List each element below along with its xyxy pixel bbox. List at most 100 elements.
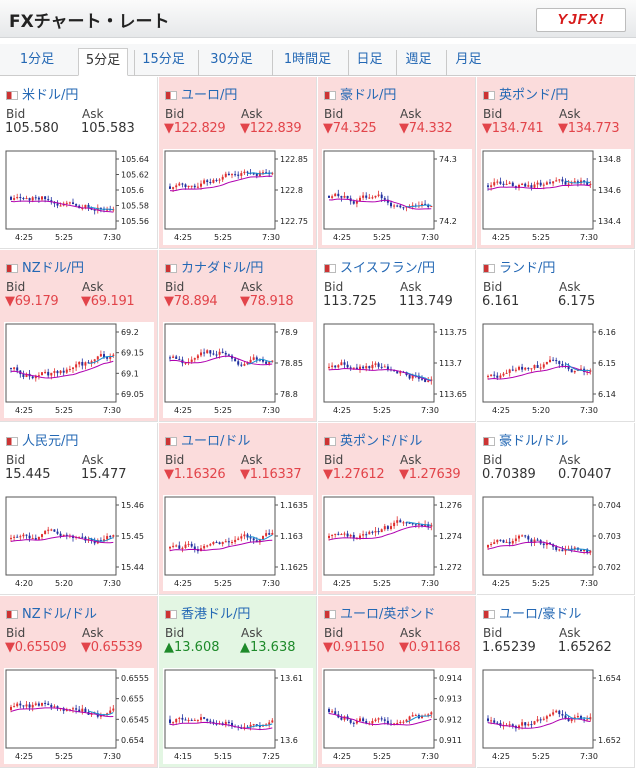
pair-link[interactable]: 英ポンド/円 (483, 84, 568, 103)
rate-card[interactable]: ユーロ/英ポンド Bid Ask ▼0.91150 ▼0.91168 0.914 0.913… (318, 596, 476, 768)
plot-frame (482, 496, 594, 576)
mini-chart[interactable]: 15.46 15.45 15.44 4:20 5:20 7:30 (4, 495, 154, 591)
mini-chart[interactable]: 74.3 74.2 4:25 5:25 7:30 (322, 149, 472, 245)
mini-chart[interactable]: 134.8 134.6 134.4 4:25 5:25 7:30 (481, 149, 631, 245)
candle (90, 539, 93, 541)
candle (246, 534, 249, 538)
rate-card[interactable]: 豪ドル/円 Bid Ask ▼74.325 ▼74.332 74.3 74.2 4:25 5:2… (318, 77, 476, 249)
pair-link[interactable]: NZドル/円 (6, 257, 84, 276)
rate-card[interactable]: NZドル/円 Bid Ask ▼69.179 ▼69.191 69.2 69.15 69.1 6… (0, 250, 158, 422)
pair-link[interactable]: 香港ドル/円 (165, 603, 250, 622)
candle (81, 208, 84, 210)
mini-chart[interactable]: 113.75 113.7 113.65 4:25 5:25 7:30 (322, 322, 472, 418)
bid-trend-icon: ▼ (5, 294, 15, 309)
pair-link[interactable]: 米ドル/円 (6, 84, 78, 103)
candle (37, 536, 40, 540)
pair-link[interactable]: ユーロ/円 (165, 84, 237, 103)
chart-svg: 69.2 69.15 69.1 69.05 4:25 5:25 7:30 (4, 322, 154, 418)
pair-link[interactable]: ユーロ/豪ドル (483, 603, 581, 622)
rate-card[interactable]: 英ポンド/ドル Bid Ask ▼1.27612 ▼1.27639 1.276 1.274 1… (318, 423, 476, 595)
pair-link[interactable]: ユーロ/ドル (165, 430, 250, 449)
candle (224, 352, 227, 355)
y-tick-label: 105.64 (121, 155, 149, 164)
mini-chart[interactable]: 13.61 13.6 4:15 5:15 7:25 (163, 668, 313, 764)
tab-6[interactable]: 週足 (396, 50, 440, 76)
candle (424, 524, 427, 527)
mini-chart[interactable]: 1.276 1.274 1.272 4:25 5:25 7:30 (322, 495, 472, 591)
tab-0[interactable]: 1分足 (19, 52, 55, 67)
yjfx-logo[interactable]: YJFX! (536, 8, 626, 32)
tab-4[interactable]: 1時間足 (272, 50, 342, 76)
tab-5[interactable]: 日足 (348, 50, 390, 76)
candle (184, 544, 187, 548)
pair-link[interactable]: ユーロ/英ポンド (324, 603, 435, 622)
rate-card[interactable]: 豪ドル/ドル Bid Ask 0.70389 0.70407 0.704 0.703 0.70… (477, 423, 635, 595)
pair-link[interactable]: 英ポンド/ドル (324, 430, 422, 449)
x-tick-label: 4:25 (333, 233, 351, 242)
rate-card[interactable]: ユーロ/豪ドル Bid Ask 1.65239 1.65262 1.654 1.652 4:2… (477, 596, 635, 768)
y-tick-label: 0.703 (598, 532, 621, 541)
candle (41, 702, 43, 706)
pair-link[interactable]: スイスフラン/円 (324, 257, 435, 276)
tab-3[interactable]: 30分足 (198, 50, 264, 76)
bid-value: 1.65239 (482, 640, 536, 655)
tab-2[interactable]: 15分足 (134, 50, 192, 76)
ask-trend-icon: ▼ (399, 467, 409, 482)
rate-card[interactable]: 人民元/円 Bid Ask 15.445 15.477 15.46 15.45 15.44 4:… (0, 423, 158, 595)
candle (427, 380, 430, 382)
mini-chart[interactable]: 0.704 0.703 0.702 4:25 5:25 7:30 (481, 495, 631, 591)
rate-card[interactable]: 香港ドル/円 Bid Ask ▲13.608 ▲13.638 13.61 13.6 4:15 5… (159, 596, 317, 768)
mini-chart[interactable]: 78.9 78.85 78.8 4:25 5:25 7:30 (163, 322, 313, 418)
candle (421, 378, 423, 380)
candle (252, 357, 255, 360)
rate-card[interactable]: スイスフラン/円 Bid Ask 113.725 113.749 113.75 113.7 1… (318, 250, 476, 422)
candle (570, 548, 573, 550)
mini-chart[interactable]: 0.6555 0.655 0.6545 0.654 4:25 5:25 7:30 (4, 668, 154, 764)
mini-chart[interactable]: 69.2 69.15 69.1 69.05 4:25 5:25 7:30 (4, 322, 154, 418)
rate-card[interactable]: 英ポンド/円 Bid Ask ▼134.741 ▼134.773 134.8 134.6 13… (477, 77, 635, 249)
pair-link[interactable]: 豪ドル/円 (324, 84, 396, 103)
mini-chart[interactable]: 0.914 0.913 0.912 0.911 4:25 5:25 7:30 (322, 668, 472, 764)
mini-chart[interactable]: 105.64 105.62 105.6 105.58 105.56 4:25 5:25 7:3… (4, 149, 154, 245)
pair-link[interactable]: NZドル/ドル (6, 603, 97, 622)
candle (246, 362, 249, 365)
candle (359, 197, 361, 201)
rate-card[interactable]: ランド/円 Bid Ask 6.161 6.175 6.16 6.15 6.14 4:25 5:2… (477, 250, 635, 422)
pair-link[interactable]: 人民元/円 (6, 430, 78, 449)
rate-card[interactable]: ユーロ/円 Bid Ask ▼122.829 ▼122.839 122.85 122.8 12… (159, 77, 317, 249)
tab-1[interactable]: 5分足 (78, 48, 128, 76)
moving-average-line (328, 525, 432, 541)
pair-name: ユーロ/円 (181, 88, 238, 103)
chart-svg: 105.64 105.62 105.6 105.58 105.56 4:25 5:25 7:3… (4, 149, 154, 245)
mini-chart[interactable]: 122.85 122.8 122.75 4:25 5:25 7:30 (163, 149, 313, 245)
rate-card[interactable]: 米ドル/円 Bid Ask 105.580 105.583 105.64 105.62 105… (0, 77, 158, 249)
candle (586, 719, 589, 721)
pair-link[interactable]: 豪ドル/ドル (483, 430, 568, 449)
pair-link[interactable]: カナダドル/円 (165, 257, 263, 276)
rate-card[interactable]: ユーロ/ドル Bid Ask ▼1.16326 ▼1.16337 1.1635 1.163 1… (159, 423, 317, 595)
x-tick-label: 7:30 (103, 406, 121, 415)
x-tick-label: 4:25 (492, 233, 510, 242)
moving-average-line-short (247, 172, 273, 175)
mini-chart[interactable]: 1.654 1.652 4:25 5:25 7:30 (481, 668, 631, 764)
candle (59, 370, 62, 374)
rate-card[interactable]: カナダドル/円 Bid Ask ▼78.894 ▼78.918 78.9 78.85 78.8… (159, 250, 317, 422)
flag-icon (6, 264, 18, 273)
candle (44, 196, 47, 200)
bid-number: 6.161 (482, 294, 520, 309)
candle (527, 536, 530, 540)
x-tick-label: 5:25 (214, 579, 232, 588)
y-tick-label: 6.14 (598, 390, 616, 399)
mini-chart[interactable]: 1.1635 1.163 1.1625 4:25 5:25 7:30 (163, 495, 313, 591)
candle (518, 725, 520, 729)
moving-average-line-short (88, 710, 114, 716)
tab-7[interactable]: 月足 (446, 50, 490, 76)
ask-value: ▼1.27639 (399, 467, 461, 482)
ask-value: 113.749 (399, 294, 453, 309)
candle (365, 721, 368, 724)
mini-chart[interactable]: 6.16 6.15 6.14 4:25 5:20 7:30 (481, 322, 631, 418)
candle (396, 520, 399, 523)
rate-card[interactable]: NZドル/ドル Bid Ask ▼0.65509 ▼0.65539 0.6555 0.655… (0, 596, 158, 768)
candle (386, 199, 389, 203)
pair-link[interactable]: ランド/円 (483, 257, 555, 276)
